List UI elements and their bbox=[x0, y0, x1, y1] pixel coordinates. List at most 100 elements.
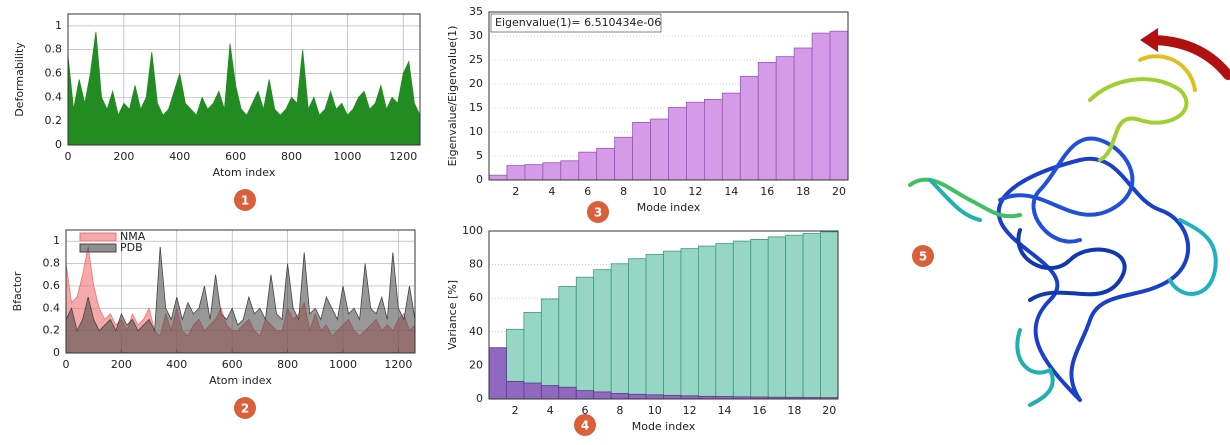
bar bbox=[629, 259, 646, 399]
bar bbox=[786, 235, 803, 399]
bar bbox=[633, 122, 651, 180]
y-tick-label: 0.4 bbox=[45, 90, 63, 103]
x-tick-label: 4 bbox=[547, 404, 554, 417]
x-tick-label: 1200 bbox=[384, 358, 412, 371]
y-tick-label: 0 bbox=[53, 346, 60, 359]
badge: 5 bbox=[912, 245, 934, 267]
y-tick-label: 80 bbox=[469, 258, 483, 271]
x-tick-label: 1000 bbox=[333, 150, 361, 163]
bar bbox=[698, 246, 715, 399]
bar bbox=[506, 381, 523, 399]
x-tick-label: 800 bbox=[277, 358, 298, 371]
bar bbox=[507, 166, 525, 180]
bar bbox=[576, 391, 593, 399]
bar bbox=[768, 237, 785, 399]
x-tick-label: 400 bbox=[166, 358, 187, 371]
badge-label: 1 bbox=[241, 194, 249, 208]
x-tick-label: 14 bbox=[718, 404, 732, 417]
bar bbox=[489, 348, 506, 399]
y-tick-label: 0 bbox=[55, 138, 62, 151]
bar bbox=[751, 239, 768, 399]
x-tick-label: 16 bbox=[760, 185, 774, 198]
bar bbox=[597, 148, 615, 180]
y-tick-label: 25 bbox=[469, 53, 483, 66]
legend-swatch bbox=[80, 244, 116, 252]
bar bbox=[758, 62, 776, 180]
badge-label: 5 bbox=[919, 250, 927, 264]
x-tick-label: 8 bbox=[620, 185, 627, 198]
bar bbox=[740, 76, 758, 180]
x-tick-label: 800 bbox=[281, 150, 302, 163]
bar bbox=[704, 99, 722, 180]
x-axis-label: Atom index bbox=[209, 374, 272, 387]
bar bbox=[541, 299, 558, 399]
bar bbox=[615, 137, 633, 180]
y-tick-label: 0.4 bbox=[43, 301, 61, 314]
bar bbox=[576, 277, 593, 399]
y-axis-label: Bfactor bbox=[11, 271, 24, 311]
y-tick-label: 0.2 bbox=[43, 324, 61, 337]
x-tick-label: 12 bbox=[683, 404, 697, 417]
bar bbox=[794, 48, 812, 180]
x-tick-label: 1000 bbox=[329, 358, 357, 371]
badge: 3 bbox=[587, 201, 609, 223]
protein-structure bbox=[910, 28, 1228, 405]
y-tick-label: 40 bbox=[469, 325, 483, 338]
x-tick-label: 200 bbox=[111, 358, 132, 371]
x-tick-label: 18 bbox=[796, 185, 810, 198]
bar bbox=[559, 387, 576, 399]
badge-label: 3 bbox=[594, 206, 602, 220]
y-tick-label: 5 bbox=[476, 149, 483, 162]
bar bbox=[651, 119, 669, 180]
bar bbox=[733, 241, 750, 399]
y-tick-label: 0 bbox=[476, 392, 483, 405]
bar bbox=[524, 383, 541, 399]
y-tick-label: 0 bbox=[476, 173, 483, 186]
bar bbox=[525, 165, 543, 180]
x-tick-label: 200 bbox=[113, 150, 134, 163]
x-tick-label: 600 bbox=[225, 150, 246, 163]
x-axis-label: Mode index bbox=[632, 420, 696, 433]
bar bbox=[594, 392, 611, 399]
y-tick-label: 0.2 bbox=[45, 114, 63, 127]
bar bbox=[812, 33, 830, 180]
bar bbox=[541, 386, 558, 399]
y-tick-label: 20 bbox=[469, 77, 483, 90]
bar bbox=[646, 255, 663, 399]
y-tick-label: 60 bbox=[469, 291, 483, 304]
bar bbox=[543, 163, 561, 180]
x-axis-label: Atom index bbox=[213, 166, 276, 179]
bar bbox=[579, 152, 597, 180]
x-tick-label: 4 bbox=[548, 185, 555, 198]
y-tick-label: 15 bbox=[469, 101, 483, 114]
legend-label: PDB bbox=[120, 241, 143, 254]
bar bbox=[611, 393, 628, 399]
bar bbox=[669, 108, 687, 180]
y-tick-label: 35 bbox=[469, 5, 483, 18]
bar bbox=[629, 394, 646, 399]
annotation: Eigenvalue(1)= 6.510434e-06 bbox=[495, 16, 661, 29]
badge-label: 4 bbox=[581, 419, 589, 433]
y-tick-label: 0.6 bbox=[43, 279, 61, 292]
bar bbox=[664, 251, 681, 399]
bar bbox=[821, 232, 838, 399]
bar bbox=[830, 31, 848, 180]
x-tick-label: 18 bbox=[787, 404, 801, 417]
x-tick-label: 10 bbox=[648, 404, 662, 417]
bar bbox=[803, 234, 820, 399]
x-tick-label: 10 bbox=[653, 185, 667, 198]
bar bbox=[561, 161, 579, 180]
x-tick-label: 20 bbox=[822, 404, 836, 417]
x-tick-label: 20 bbox=[832, 185, 846, 198]
badge: 1 bbox=[234, 189, 256, 211]
x-tick-label: 0 bbox=[63, 358, 70, 371]
x-tick-label: 16 bbox=[752, 404, 766, 417]
bar bbox=[776, 57, 794, 180]
bar bbox=[681, 249, 698, 399]
y-tick-label: 20 bbox=[469, 358, 483, 371]
bar bbox=[594, 270, 611, 399]
y-tick-label: 0.8 bbox=[43, 257, 61, 270]
bar bbox=[611, 264, 628, 399]
bar bbox=[646, 395, 663, 399]
y-tick-label: 30 bbox=[469, 29, 483, 42]
